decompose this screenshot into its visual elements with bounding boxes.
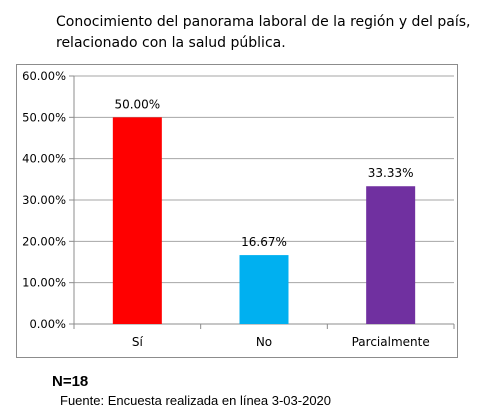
bar-no xyxy=(239,255,289,324)
x-tick-label: Sí xyxy=(132,335,144,349)
chart-title: Conocimiento del panorama laboral de la … xyxy=(56,14,471,51)
data-label: 33.33% xyxy=(368,166,414,180)
sample-size-label: N=18 xyxy=(52,373,89,390)
chart-frame xyxy=(16,64,458,358)
bar-parcialmente xyxy=(366,186,416,324)
bar-si xyxy=(112,117,162,324)
y-tick-label: 30.00% xyxy=(22,193,66,207)
y-tick-label: 20.00% xyxy=(22,234,66,248)
data-label: 50.00% xyxy=(114,97,160,111)
bar-chart: 0.00% 10.00% 20.00% 30.00% 40.00% 50.00% 60.00… xyxy=(22,69,455,349)
data-label: 16.67% xyxy=(241,235,287,249)
y-tick-label: 40.00% xyxy=(22,152,66,166)
x-tick-label: Parcialmente xyxy=(352,335,430,349)
y-tick-label: 60.00% xyxy=(22,69,66,83)
y-tick-label: 0.00% xyxy=(29,317,66,331)
source-note: Fuente: Encuesta realizada en línea 3-03… xyxy=(60,393,332,408)
y-tick-label: 10.00% xyxy=(22,276,66,290)
y-tick-label: 50.00% xyxy=(22,110,66,124)
x-tick-label: No xyxy=(256,335,272,349)
